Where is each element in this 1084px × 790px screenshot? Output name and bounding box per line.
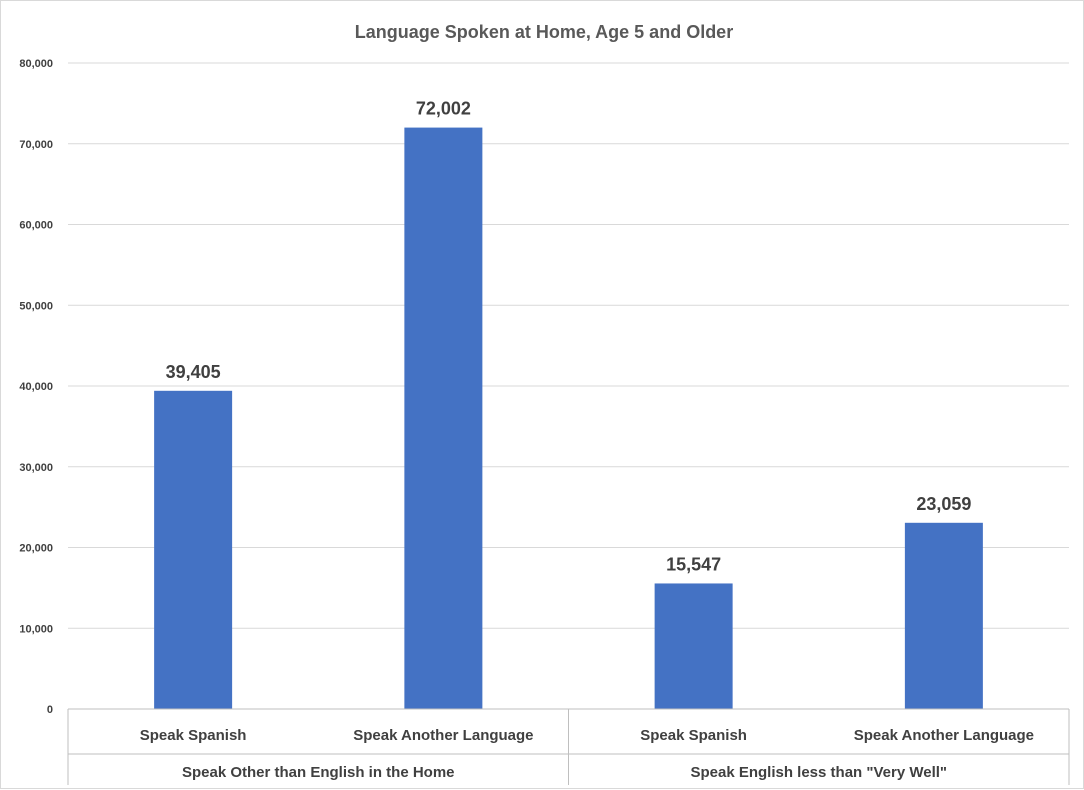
chart-title: Language Spoken at Home, Age 5 and Older	[355, 22, 733, 42]
x-category-label: Speak Another Language	[353, 727, 533, 744]
bar	[904, 522, 983, 709]
y-tick-label: 70,000	[19, 139, 53, 151]
bar	[154, 390, 233, 709]
y-axis-ticks: 0 10,000 20,000 30,000 40,000 50,000 60,000 70,…	[19, 58, 53, 716]
x-axis: Speak Spanish Speak Another Language Speak…	[67, 708, 1070, 785]
data-label: 39,405	[166, 362, 221, 382]
x-category-label: Speak Another Language	[854, 727, 1034, 744]
x-group-label: Speak Other than English in the Home	[182, 764, 455, 781]
y-tick-label: 10,000	[19, 623, 53, 635]
data-label: 72,002	[416, 99, 471, 119]
y-tick-label: 40,000	[19, 381, 53, 393]
x-category-label: Speak Spanish	[140, 727, 247, 744]
data-label: 15,547	[666, 554, 721, 574]
y-tick-label: 50,000	[19, 300, 53, 312]
bar	[404, 127, 483, 709]
y-tick-label: 60,000	[19, 220, 53, 232]
data-label: 23,059	[916, 494, 971, 514]
bar	[654, 583, 733, 709]
y-tick-label: 80,000	[19, 58, 53, 70]
x-category-label: Speak Spanish	[640, 727, 747, 744]
data-labels: 39,405 72,002 15,547 23,059	[166, 99, 972, 575]
y-tick-label: 0	[47, 704, 53, 716]
y-tick-label: 20,000	[19, 543, 53, 555]
gridlines	[68, 62, 1069, 629]
y-tick-label: 30,000	[19, 462, 53, 474]
bars	[154, 127, 983, 709]
x-group-label: Speak English less than "Very Well"	[690, 764, 947, 781]
